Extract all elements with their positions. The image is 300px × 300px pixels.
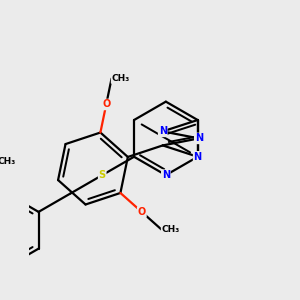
Text: S: S bbox=[99, 170, 106, 180]
Text: O: O bbox=[102, 100, 110, 110]
Text: N: N bbox=[162, 170, 170, 180]
Text: CH₃: CH₃ bbox=[0, 157, 16, 166]
Text: O: O bbox=[138, 207, 146, 217]
Text: CH₃: CH₃ bbox=[112, 74, 130, 83]
Text: CH₃: CH₃ bbox=[162, 225, 180, 234]
Text: N: N bbox=[159, 126, 167, 136]
Text: N: N bbox=[194, 152, 202, 162]
Text: N: N bbox=[195, 134, 203, 143]
